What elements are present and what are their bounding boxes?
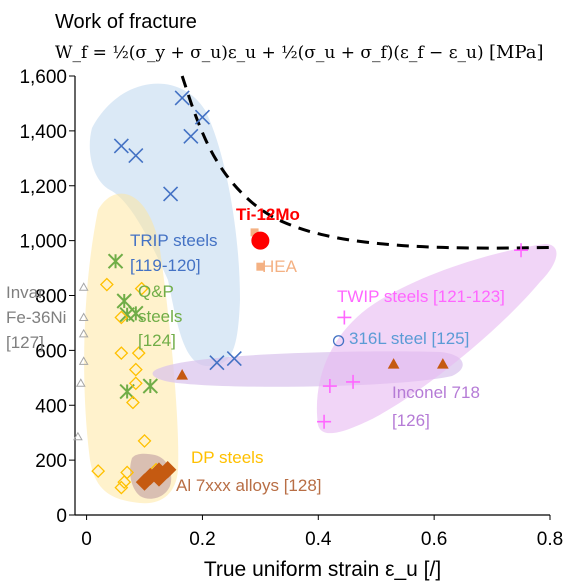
y-tick-label: 400 xyxy=(35,396,67,417)
q-p-steels-point xyxy=(116,293,132,309)
q-p-steels-point xyxy=(128,305,144,322)
dp-steels-point xyxy=(99,277,114,292)
dp-steels-region xyxy=(84,193,179,504)
inconel-718-point xyxy=(436,358,449,369)
y-tick-label: 600 xyxy=(35,341,67,362)
invar-fe-36ni-point xyxy=(78,312,89,321)
data-marks xyxy=(73,90,529,495)
twip-steels-point xyxy=(317,414,332,429)
hea-point xyxy=(256,262,265,271)
y-tick-label: 1,000 xyxy=(19,232,67,253)
invar-fe-36ni-point xyxy=(78,328,89,338)
y-tick-label: 1,200 xyxy=(19,177,67,198)
trip-steels-point xyxy=(113,138,129,154)
trip-steels-point xyxy=(163,186,179,202)
inconel-718-point xyxy=(387,358,400,369)
x-tick-label: 0.4 xyxy=(305,529,332,550)
x-axis-title: True uniform strain ε_u [/] xyxy=(204,558,441,581)
trip-steels-ref: [119-120] xyxy=(130,256,201,275)
al-7xxx-alloys-point xyxy=(150,469,168,487)
trip-steels-point xyxy=(183,128,199,144)
axes: 0 200 400 600 800 1,000 1,200 1,400 1,600 0 0.2 0.4… xyxy=(19,67,563,581)
q-p-steels-point xyxy=(142,378,159,394)
trip-steels-point xyxy=(128,148,144,164)
invar-fe-36ni-point xyxy=(78,282,89,291)
dp-steels-point xyxy=(137,433,152,448)
group-labels: Ti-12Mo HEA TRIP steels [119-120] Q&P steels [… xyxy=(6,205,505,495)
x-tick-label: 0 xyxy=(81,529,92,550)
trip-steels-point xyxy=(226,351,242,367)
trip-steels-point xyxy=(209,355,225,371)
group-regions xyxy=(84,83,557,504)
inconel-718-label: Inconel 718 xyxy=(392,383,480,402)
invar-fe-36ni-point xyxy=(75,378,86,387)
hea-point xyxy=(250,228,259,237)
twip-steels-region xyxy=(316,244,557,434)
dp-steels-point xyxy=(117,475,132,489)
q-p-steels-point xyxy=(107,253,124,269)
dp-steels-point xyxy=(128,362,143,377)
invar-fe-36ni-point xyxy=(78,356,89,365)
trip-steels-region xyxy=(89,83,240,367)
invar-ref: [127] xyxy=(6,333,44,352)
ti-12mo-label: Ti-12Mo xyxy=(236,205,300,224)
qp-steels-label: Q&P xyxy=(138,282,174,301)
x-tick-label: 0.8 xyxy=(537,529,563,550)
inconel-718-point xyxy=(176,369,189,380)
316l-steel-label: 316L steel [125] xyxy=(349,329,469,348)
invar-fe-36ni-point xyxy=(73,431,83,441)
hea-label: HEA xyxy=(262,257,298,276)
y-tick-label: 800 xyxy=(35,287,67,308)
formula-text: W_f = ½(σ_y + σ_u)ε_u + ½(σ_u + σ_f)(ε_f… xyxy=(55,42,544,63)
y-tick-label: 1,600 xyxy=(19,67,67,88)
ti-12mo-point xyxy=(251,231,270,250)
twip-steels-point xyxy=(322,379,337,394)
twip-steels-label: TWIP steels [121-123] xyxy=(337,287,505,306)
dp-steels-point xyxy=(114,346,129,361)
iso-curve-line xyxy=(180,75,551,250)
qp-steels-label-line2: steels xyxy=(138,307,182,326)
formula-unit: [MPa] xyxy=(489,42,544,63)
dp-steels-point xyxy=(128,376,143,391)
dp-steels-label: DP steels xyxy=(191,448,263,467)
316l-steel-point xyxy=(332,335,345,347)
dp-steels-point xyxy=(114,310,129,325)
q-p-steels-point xyxy=(119,383,135,400)
al-7xxx-label: Al 7xxx alloys [128] xyxy=(176,476,322,495)
al-7xxx-alloys-point xyxy=(158,461,177,479)
chart-title: Work of fracture xyxy=(55,11,197,33)
inconel-718-ref: [126] xyxy=(392,411,430,430)
y-tick-label: 1,400 xyxy=(19,122,67,143)
trip-steels-point xyxy=(174,90,190,106)
invar-label: Invar xyxy=(6,283,44,302)
y-tick-label: 200 xyxy=(35,451,67,472)
trip-steels-label: TRIP steels xyxy=(130,231,218,250)
qp-steels-ref: [124] xyxy=(138,331,176,350)
dp-steels-point xyxy=(131,346,146,361)
dp-steels-point xyxy=(91,464,106,479)
dp-steels-point xyxy=(114,480,129,495)
invar-label-line2: Fe-36Ni xyxy=(6,308,66,327)
dp-steels-point xyxy=(134,281,149,296)
trip-steels-point xyxy=(194,109,211,125)
dp-steels-point xyxy=(126,395,140,410)
x-tick-label: 0.2 xyxy=(189,529,215,550)
y-tick-label: 0 xyxy=(56,506,67,527)
twip-steels-point xyxy=(337,310,352,325)
x-tick-label: 0.6 xyxy=(421,529,447,550)
twip-steels-point xyxy=(346,374,361,389)
iso-work-curve xyxy=(180,75,551,250)
twip-steels-point xyxy=(514,243,529,258)
